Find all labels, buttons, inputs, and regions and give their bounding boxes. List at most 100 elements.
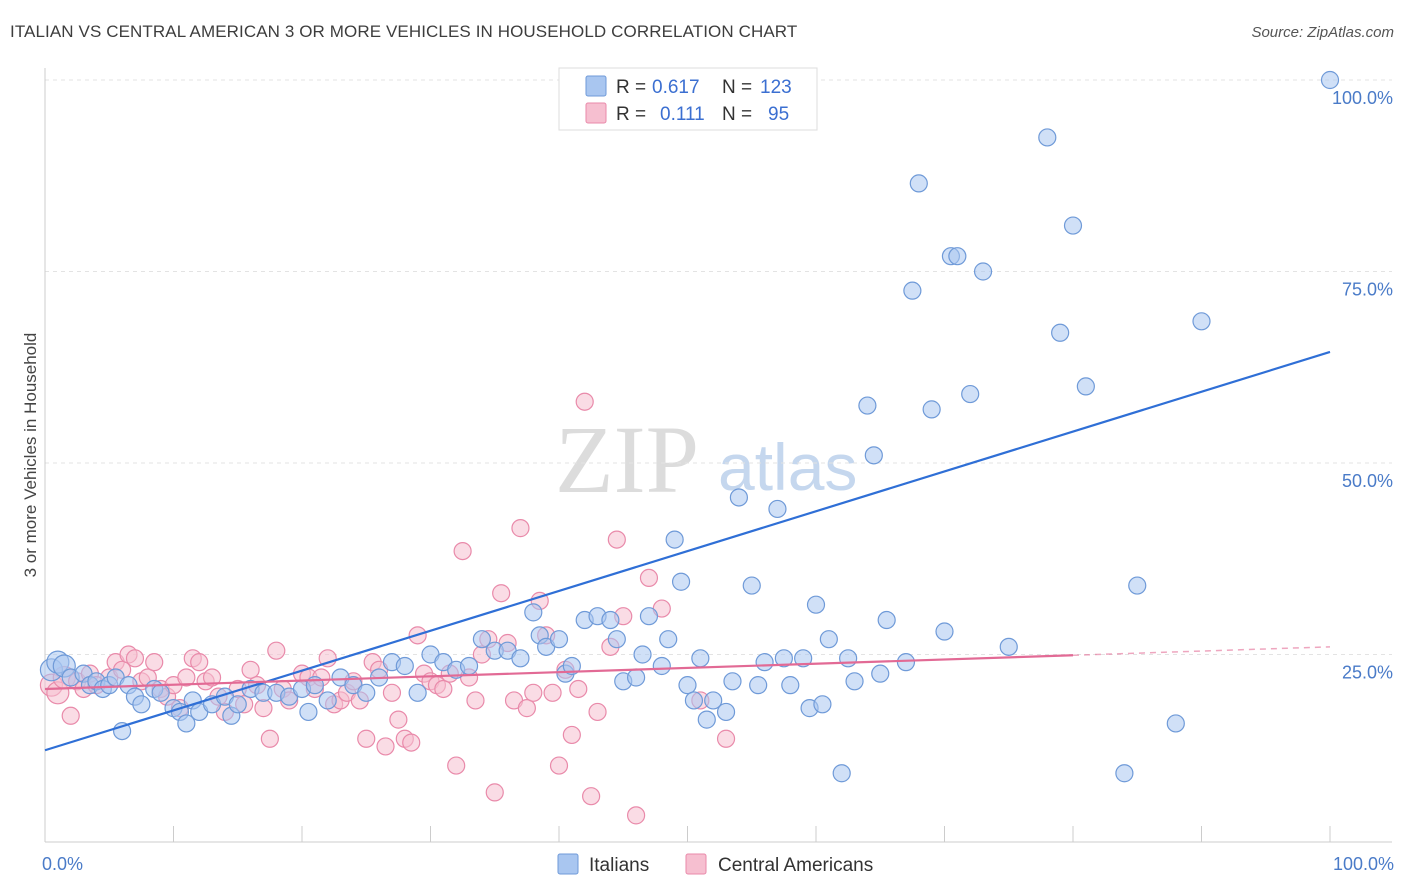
source-credit: Source: ZipAtlas.com xyxy=(1251,24,1394,41)
correlation-legend: R = 0.617 N = 123 R = 0.111 N = 95 xyxy=(558,67,818,131)
italians-point xyxy=(704,691,723,710)
italians-point xyxy=(639,607,659,626)
italians-point xyxy=(723,672,742,691)
series-legend: Italians Central Americans xyxy=(557,853,873,876)
central-americans-point xyxy=(447,756,466,775)
central-americans-point xyxy=(177,668,196,687)
y-axis-title: 3 or more Vehicles in Household xyxy=(21,333,40,578)
italians-points xyxy=(39,70,1340,783)
italians-point xyxy=(177,714,196,733)
italians-point xyxy=(1320,70,1340,90)
italians-point xyxy=(909,174,928,193)
central-americans-point xyxy=(382,683,402,702)
legend-swatch-central-americans xyxy=(585,102,607,124)
y-tick-label-50: 50.0% xyxy=(1342,471,1393,491)
italians-point xyxy=(132,695,151,714)
italians-point xyxy=(684,691,704,710)
legend-r-label-central-americans: R = xyxy=(616,104,646,125)
trend-lines xyxy=(44,350,1331,752)
italians-point xyxy=(1115,764,1134,783)
legend-n-label-italians: N = xyxy=(722,77,752,98)
italians-point xyxy=(877,610,896,630)
italians-point xyxy=(633,645,652,664)
central-americans-point xyxy=(569,679,588,699)
italians-point xyxy=(819,630,838,649)
central-americans-point xyxy=(434,679,453,699)
central-americans-point xyxy=(492,584,511,603)
italians-point xyxy=(691,649,710,668)
italians-point xyxy=(839,649,858,668)
series-label-italians: Italians xyxy=(589,855,649,876)
italians-point xyxy=(151,683,170,702)
italians-point xyxy=(318,691,337,710)
italians-point xyxy=(549,630,569,649)
italians-point xyxy=(768,499,787,519)
series-swatch-central-americans xyxy=(685,853,707,875)
italians-point xyxy=(749,676,768,695)
italians-point xyxy=(459,656,479,676)
central-americans-point xyxy=(543,683,562,702)
italians-point xyxy=(774,649,793,668)
central-americans-point xyxy=(626,806,646,825)
italians-point xyxy=(1166,714,1185,733)
central-americans-point xyxy=(562,725,581,745)
italians-point xyxy=(896,653,916,672)
central-americans-trend-extension xyxy=(1072,646,1331,657)
central-americans-point xyxy=(125,649,145,668)
italians-point xyxy=(228,695,247,714)
series-swatch-italians xyxy=(557,853,579,875)
italians-point xyxy=(1063,216,1083,235)
central-americans-point xyxy=(549,756,569,775)
central-americans-point xyxy=(145,653,164,672)
italians-point xyxy=(1128,576,1147,595)
italians-point xyxy=(961,384,980,404)
italians-point xyxy=(665,530,684,549)
italians-point xyxy=(357,683,376,702)
central-americans-point xyxy=(517,699,536,718)
italians-point xyxy=(395,656,414,676)
x-tick-label-min: 0.0% xyxy=(42,854,83,874)
italians-point xyxy=(729,488,749,507)
italians-point xyxy=(948,247,967,266)
italians-point xyxy=(652,656,671,676)
central-americans-point xyxy=(202,668,222,687)
central-americans-point xyxy=(575,392,594,411)
italians-point xyxy=(832,764,851,783)
central-americans-point xyxy=(639,568,659,588)
gridlines xyxy=(45,79,1392,655)
legend-n-value-central-americans: 95 xyxy=(768,104,789,125)
italians-point xyxy=(511,649,530,668)
italians-point xyxy=(858,396,877,415)
central-americans-point xyxy=(267,641,286,660)
italians-point xyxy=(601,610,620,630)
italians-point xyxy=(922,400,941,419)
chart-title: ITALIAN VS CENTRAL AMERICAN 3 OR MORE VE… xyxy=(10,22,798,41)
series-label-central-americans: Central Americans xyxy=(718,855,873,876)
central-americans-point xyxy=(524,683,543,702)
italians-point xyxy=(671,572,691,591)
italians-point xyxy=(697,710,716,729)
central-americans-point xyxy=(511,519,530,538)
italians-point xyxy=(408,683,427,702)
italians-point xyxy=(999,637,1018,656)
central-americans-trend-line xyxy=(44,654,1074,691)
italians-point xyxy=(742,576,761,595)
italians-point xyxy=(794,649,813,668)
central-americans-point xyxy=(357,729,376,748)
central-americans-point xyxy=(402,733,421,752)
italians-point xyxy=(1038,128,1057,147)
central-americans-point xyxy=(61,706,80,725)
italians-point xyxy=(1051,323,1070,342)
y-tick-label-100: 100.0% xyxy=(1332,88,1393,108)
italians-point xyxy=(472,630,491,649)
central-americans-point xyxy=(190,653,209,672)
italians-point xyxy=(755,653,774,672)
italians-point xyxy=(1192,312,1211,331)
central-americans-point xyxy=(241,660,260,679)
italians-point xyxy=(1076,377,1095,396)
central-americans-point xyxy=(588,702,607,722)
central-americans-point xyxy=(260,729,279,748)
italians-point xyxy=(781,676,800,695)
legend-n-value-italians: 123 xyxy=(760,77,792,98)
